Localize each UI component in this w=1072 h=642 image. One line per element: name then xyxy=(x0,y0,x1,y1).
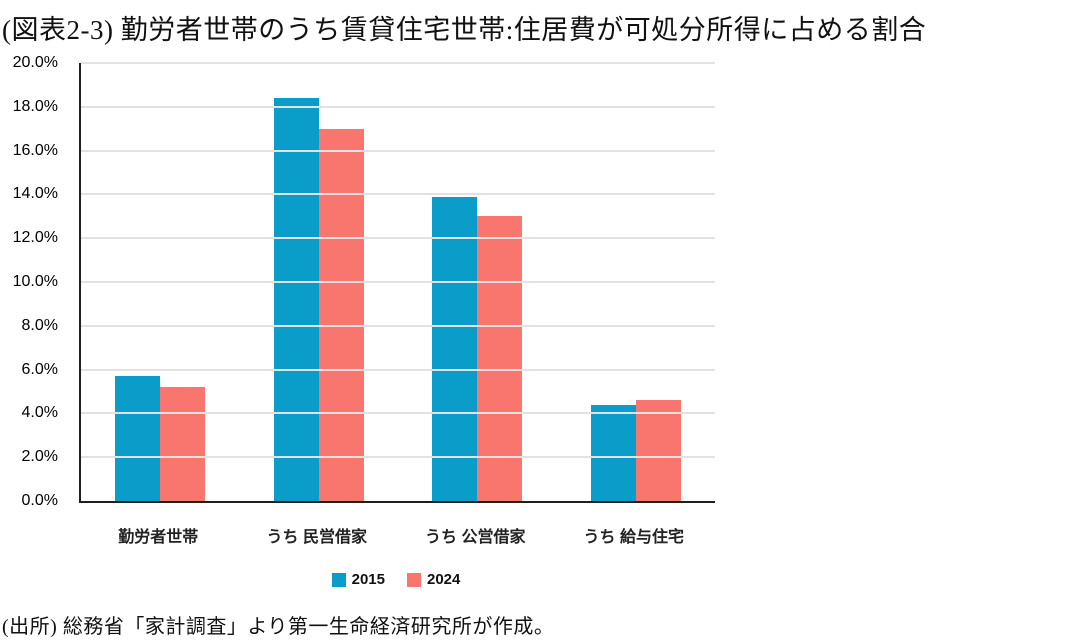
legend-item: 2024 xyxy=(407,571,460,588)
legend-swatch-2024 xyxy=(407,572,421,587)
gridline xyxy=(81,456,715,459)
gridline xyxy=(81,324,715,327)
y-axis-tick-label: 20.0% xyxy=(12,54,58,71)
bar-2024 xyxy=(318,128,364,501)
gridline xyxy=(81,412,715,415)
legend-swatch-2015 xyxy=(331,572,346,587)
legend-label: 2024 xyxy=(427,571,461,588)
y-axis-tick-label: 10.0% xyxy=(12,273,58,290)
gridline xyxy=(81,281,715,283)
gridline xyxy=(81,193,715,196)
x-axis-label: 勤労者世帯 xyxy=(118,529,199,546)
x-axis-label: うち 給与住宅 xyxy=(583,529,684,546)
gridline xyxy=(81,149,715,152)
y-axis-tick-label: 18.0% xyxy=(12,97,58,115)
y-axis-tick-label: 0.0% xyxy=(21,492,58,509)
y-axis-tick-label: 8.0% xyxy=(21,316,58,334)
chart-title: (図表2-3) 勤労者世帯のうち賃貸住宅世帯:住居費が可処分所得に占める割合 xyxy=(2,15,927,45)
gridline xyxy=(81,105,715,108)
y-axis-tick-label: 14.0% xyxy=(12,185,58,203)
y-axis-tick-label: 16.0% xyxy=(12,141,58,159)
bar-group xyxy=(557,63,716,501)
x-axis-label: うち 公営借家 xyxy=(425,529,526,546)
plot-area xyxy=(79,62,715,503)
y-axis: 0.0% 2.0% 4.0% 6.0% 8.0% 10.0% 12.0% 14.0% 16.0%… xyxy=(0,55,58,509)
y-axis-tick-label: 6.0% xyxy=(21,360,58,378)
y-axis-tick-label: 2.0% xyxy=(21,448,58,466)
bar-group xyxy=(240,63,399,501)
legend: 2015 2024 xyxy=(79,571,713,588)
legend-label: 2015 xyxy=(351,571,385,588)
bar-2024 xyxy=(160,387,206,501)
gridline xyxy=(81,62,715,64)
bar-chart xyxy=(81,63,715,501)
bar-group xyxy=(81,63,240,501)
legend-item: 2015 xyxy=(331,571,385,588)
bar-2015 xyxy=(432,196,478,501)
x-axis: 勤労者世帯 うち 民営借家 うち 公営借家 うち 給与住宅 xyxy=(79,523,713,546)
bar-2015 xyxy=(115,376,161,501)
bar-2024 xyxy=(635,400,681,501)
gridline xyxy=(81,237,715,240)
y-axis-tick-label: 4.0% xyxy=(21,404,58,422)
bar-group xyxy=(398,63,557,501)
bar-2015 xyxy=(273,98,319,501)
x-axis-label: うち 民営借家 xyxy=(266,529,367,546)
gridline xyxy=(81,368,715,371)
y-axis-tick-label: 12.0% xyxy=(12,229,58,247)
bar-2024 xyxy=(477,216,523,501)
source-note: (出所) 総務省「家計調査」より第一生命経済研究所が作成。 xyxy=(2,616,555,638)
bar-2015 xyxy=(590,404,636,501)
